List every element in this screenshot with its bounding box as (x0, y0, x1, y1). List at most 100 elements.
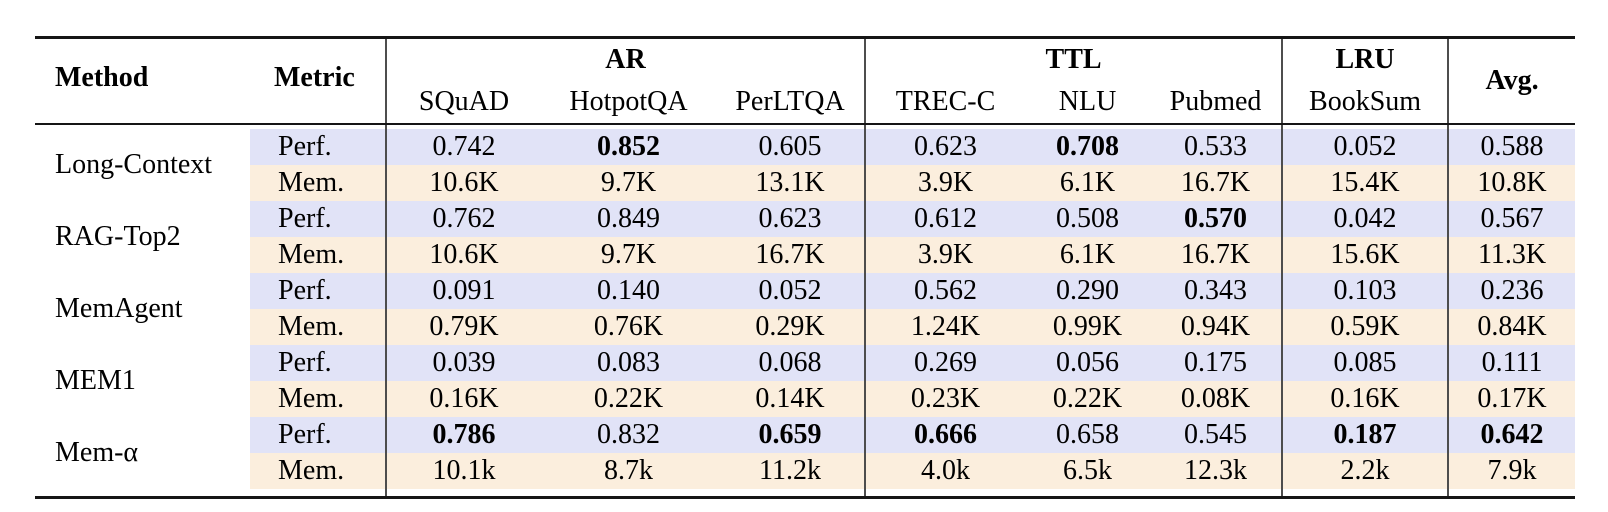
value-cell: 0.091 (385, 273, 541, 309)
value-cell: 0.068 (716, 345, 866, 381)
value-cell: 0.623 (716, 201, 866, 237)
value-cell: 0.083 (541, 345, 716, 381)
spacer-cell (35, 124, 386, 129)
value-cell: 0.59K (1281, 309, 1449, 345)
value-cell: 6.5k (1025, 453, 1151, 489)
spacer-cell (716, 489, 866, 498)
value-cell: 16.7K (1150, 165, 1283, 201)
table-row-perf: MEM1 Perf. 0.039 0.083 0.068 0.269 0.056 0.175 0… (35, 345, 1576, 417)
col-header-avg: Avg. (1447, 37, 1576, 125)
value-cell: 0.085 (1281, 345, 1449, 381)
spacer-cell (541, 124, 716, 129)
body-bottom-gap (35, 489, 1576, 498)
group-header-lru: LRU (1281, 37, 1449, 81)
value-cell: 0.762 (385, 201, 541, 237)
spacer-cell (541, 489, 716, 498)
spacer-cell (1281, 124, 1449, 129)
metric-label: Mem. (250, 165, 386, 201)
value-cell: 0.832 (541, 417, 716, 453)
col-header-hotpotqa: HotpotQA (541, 81, 716, 125)
value-cell: 0.567 (1447, 201, 1576, 237)
metric-label: Mem. (250, 309, 386, 345)
value-cell: 0.742 (385, 129, 541, 165)
value-cell: 3.9K (864, 165, 1026, 201)
value-cell: 0.708 (1025, 129, 1151, 165)
value-cell: 0.508 (1025, 201, 1151, 237)
table-row-perf: MemAgent Perf. 0.091 0.140 0.052 0.562 0.290 0.… (35, 273, 1576, 345)
method-name: RAG-Top2 (35, 201, 250, 273)
value-cell: 0.562 (864, 273, 1026, 309)
value-cell: 10.8K (1447, 165, 1576, 201)
value-cell: 16.7K (1150, 237, 1283, 273)
table-row-mem: Mem. 10.6K 9.7K 13.1K 3.9K 6.1K 16.7K 15.4K 10.8… (35, 165, 1576, 201)
value-cell: 0.236 (1447, 273, 1576, 309)
value-cell: 0.052 (1281, 129, 1449, 165)
col-header-trec-c: TREC-C (864, 81, 1026, 125)
spacer-cell (1025, 124, 1151, 129)
value-cell: 0.570 (1150, 201, 1283, 237)
value-cell: 0.786 (385, 417, 541, 453)
spacer-cell (864, 124, 1026, 129)
value-cell: 3.9K (864, 237, 1026, 273)
value-cell: 13.1K (716, 165, 866, 201)
header-body-gap (35, 124, 1576, 129)
value-cell: 0.849 (541, 201, 716, 237)
value-cell: 0.042 (1281, 201, 1449, 237)
spacer-cell (1150, 124, 1283, 129)
spacer-cell (864, 489, 1026, 498)
spacer-cell (716, 124, 866, 129)
table-row-mem: Mem. 0.16K 0.22K 0.14K 0.23K 0.22K 0.08K 0.16K 0… (35, 381, 1576, 417)
value-cell: 0.658 (1025, 417, 1151, 453)
value-cell: 10.6K (385, 165, 541, 201)
value-cell: 0.588 (1447, 129, 1576, 165)
method-name: MEM1 (35, 345, 250, 417)
spacer-cell (1281, 489, 1449, 498)
value-cell: 0.79K (385, 309, 541, 345)
table-body: Long-Context Perf. 0.742 0.852 0.605 0.623 0.7… (35, 124, 1576, 498)
method-name: Long-Context (35, 129, 250, 201)
value-cell: 4.0k (864, 453, 1026, 489)
table-row-perf: Long-Context Perf. 0.742 0.852 0.605 0.623 0.7… (35, 129, 1576, 201)
spacer-cell (1447, 489, 1576, 498)
value-cell: 0.14K (716, 381, 866, 417)
value-cell: 0.76K (541, 309, 716, 345)
value-cell: 0.852 (541, 129, 716, 165)
value-cell: 8.7k (541, 453, 716, 489)
value-cell: 11.3K (1447, 237, 1576, 273)
value-cell: 0.545 (1150, 417, 1283, 453)
spacer-cell (1150, 489, 1283, 498)
value-cell: 11.2k (716, 453, 866, 489)
method-name: MemAgent (35, 273, 250, 345)
col-header-squad: SQuAD (385, 81, 541, 125)
value-cell: 0.612 (864, 201, 1026, 237)
value-cell: 0.666 (864, 417, 1026, 453)
metric-label: Perf. (250, 345, 386, 381)
value-cell: 0.290 (1025, 273, 1151, 309)
value-cell: 15.4K (1281, 165, 1449, 201)
group-header-ttl: TTL (864, 37, 1283, 81)
value-cell: 0.84K (1447, 309, 1576, 345)
table-row-mem: Mem. 0.79K 0.76K 0.29K 1.24K 0.99K 0.94K 0.59K 0… (35, 309, 1576, 345)
metric-label: Perf. (250, 129, 386, 165)
value-cell: 0.17K (1447, 381, 1576, 417)
value-cell: 0.29K (716, 309, 866, 345)
value-cell: 10.6K (385, 237, 541, 273)
table-row-perf: Mem-α Perf. 0.786 0.832 0.659 0.666 0.658 0.545… (35, 417, 1576, 489)
metric-label: Perf. (250, 201, 386, 237)
value-cell: 0.94K (1150, 309, 1283, 345)
value-cell: 12.3k (1150, 453, 1283, 489)
spacer-cell (385, 124, 541, 129)
col-header-perltqa: PerLTQA (716, 81, 866, 125)
value-cell: 0.08K (1150, 381, 1283, 417)
value-cell: 0.22K (1025, 381, 1151, 417)
value-cell: 6.1K (1025, 237, 1151, 273)
col-header-method: Method (35, 37, 250, 125)
header-group-row: Method Metric AR TTL LRU Avg. (35, 37, 1576, 125)
value-cell: 10.1k (385, 453, 541, 489)
value-cell: 0.16K (385, 381, 541, 417)
col-header-booksum: BookSum (1281, 81, 1449, 125)
group-header-ar: AR (384, 37, 866, 81)
value-cell: 9.7K (541, 237, 716, 273)
value-cell: 0.103 (1281, 273, 1449, 309)
